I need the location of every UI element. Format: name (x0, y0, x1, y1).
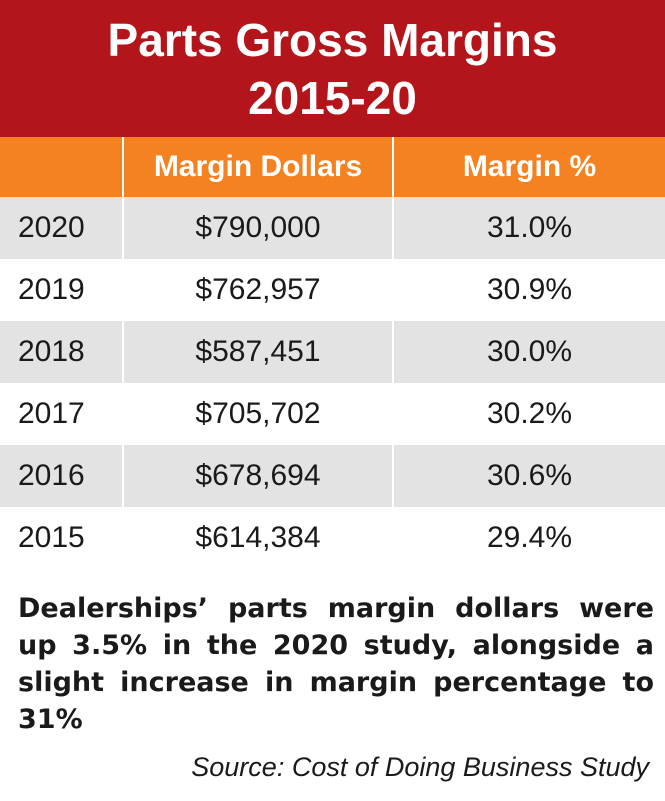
margin-dollars-cell: $790,000 (123, 197, 394, 259)
margin-pct-cell: 30.6% (393, 445, 665, 507)
table-row: 2019 $762,957 30.9% (0, 259, 665, 321)
margins-table: Margin Dollars Margin % 2020 $790,000 31… (0, 137, 665, 569)
header-year (0, 137, 124, 197)
table-row: 2018 $587,451 30.0% (0, 321, 665, 383)
margin-dollars-cell: $762,957 (123, 259, 394, 321)
source-note: Source: Cost of Doing Business Study (191, 752, 649, 782)
year-cell: 2015 (0, 507, 124, 569)
margin-pct-cell: 31.0% (393, 197, 665, 259)
title-banner: Parts Gross Margins 2015-20 (0, 0, 665, 137)
header-margin-dollars: Margin Dollars (123, 137, 394, 197)
margin-dollars-cell: $678,694 (123, 445, 394, 507)
year-cell: 2018 (0, 321, 124, 383)
table-header-row: Margin Dollars Margin % (0, 137, 665, 197)
margin-pct-cell: 30.9% (486, 273, 573, 306)
caption-text: Dealerships’ parts margin dollars were u… (18, 593, 654, 735)
table-row: 2015 $614,384 29.4% (0, 507, 665, 569)
year-cell: 2019 (0, 259, 124, 321)
table-row: 2017 $705,702 30.2% (0, 383, 665, 445)
year-cell: 2017 (0, 383, 124, 445)
margin-dollars-cell: $614,384 (123, 507, 394, 569)
margin-pct-cell: 30.2% (486, 397, 573, 430)
table-row: 2020 $790,000 31.0% (0, 197, 665, 259)
year-cell: 2016 (0, 445, 124, 507)
margin-dollars-cell: $705,702 (123, 383, 394, 445)
chart-subtitle: 2015-20 (248, 72, 417, 124)
chart-title: Parts Gross Margins (107, 14, 558, 66)
margin-dollars-cell: $587,451 (123, 321, 394, 383)
header-margin-pct: Margin % (393, 137, 665, 197)
year-cell: 2020 (0, 197, 124, 259)
table-row: 2016 $678,694 30.6% (0, 445, 665, 507)
margin-pct-cell: 29.4% (486, 521, 573, 554)
margin-pct-cell: 30.0% (393, 321, 665, 383)
